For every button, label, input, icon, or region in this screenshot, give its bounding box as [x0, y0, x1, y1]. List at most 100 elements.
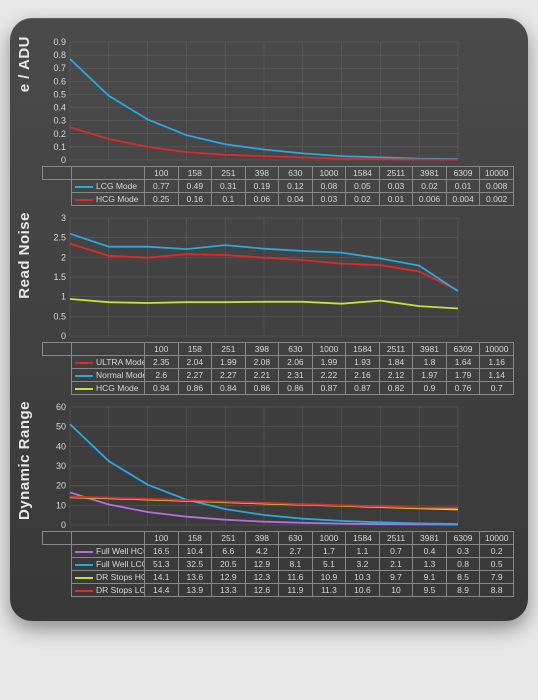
value-cell: 2.35 — [145, 356, 179, 369]
y-tick-label: 30 — [56, 461, 66, 471]
legend-swatch — [75, 551, 93, 553]
chart-panel: Dynamic Range 0102030405060 100158251398… — [16, 401, 514, 597]
legend-cell: Normal Mode — [72, 369, 145, 382]
category-cell: 1584 — [346, 167, 380, 180]
series-name: HCG Mode — [96, 383, 139, 393]
value-cell: 1.97 — [413, 369, 447, 382]
category-cell: 251 — [212, 167, 246, 180]
y-tick-label: 0.1 — [53, 142, 66, 152]
y-tick-label: 0.8 — [53, 50, 66, 60]
value-cell: 10.4 — [178, 545, 212, 558]
category-cell: 158 — [178, 343, 212, 356]
panel-title: e / ADU — [16, 36, 42, 112]
value-cell: 0.7 — [480, 382, 514, 395]
y-tick-label: 2.5 — [53, 233, 66, 243]
y-tick-label: 3 — [61, 213, 66, 223]
category-cell: 630 — [279, 167, 313, 180]
legend-swatch — [75, 577, 93, 579]
legend-cell: DR Stops LCG — [72, 584, 145, 597]
value-cell: 1.8 — [413, 356, 447, 369]
value-cell: 1.7 — [312, 545, 346, 558]
panel-title: Dynamic Range — [16, 401, 42, 540]
value-cell: 0.84 — [212, 382, 246, 395]
legend-swatch — [75, 590, 93, 592]
category-cell: 251 — [212, 343, 246, 356]
value-cell: 2.04 — [178, 356, 212, 369]
y-tick-label: 0.5 — [53, 89, 66, 99]
value-cell: 10.9 — [312, 571, 346, 584]
y-tick-label: 0.3 — [53, 116, 66, 126]
value-cell: 9.7 — [379, 571, 413, 584]
value-cell: 1.64 — [446, 356, 480, 369]
category-cell: 10000 — [480, 343, 514, 356]
category-cell: 398 — [245, 167, 279, 180]
value-cell: 0.12 — [279, 180, 313, 193]
value-cell: 8.9 — [446, 584, 480, 597]
series-name: LCG Mode — [96, 181, 137, 191]
value-cell: 1.93 — [346, 356, 380, 369]
legend-swatch — [75, 362, 93, 364]
value-cell: 9.1 — [413, 571, 447, 584]
table-row: HCG Mode0.250.160.10.060.040.030.020.010… — [43, 193, 514, 206]
value-cell: 8.1 — [279, 558, 313, 571]
value-cell: 12.9 — [245, 558, 279, 571]
value-cell: 1.84 — [379, 356, 413, 369]
category-cell: 6309 — [446, 343, 480, 356]
y-tick-label: 0 — [61, 520, 66, 530]
value-cell: 6.6 — [212, 545, 246, 558]
series-name: Full Well LCG — [96, 559, 145, 569]
value-cell: 0.03 — [379, 180, 413, 193]
chart-panel: Read Noise 00.511.522.53 100158251398630… — [16, 212, 514, 395]
category-cell: 2511 — [379, 167, 413, 180]
legend-cell: HCG Mode — [72, 193, 145, 206]
legend-swatch — [75, 199, 93, 201]
category-cell: 398 — [245, 343, 279, 356]
value-cell: 16.5 — [145, 545, 179, 558]
value-cell: 51.3 — [145, 558, 179, 571]
category-cell: 398 — [245, 532, 279, 545]
value-cell: 1.1 — [346, 545, 380, 558]
y-tick-label: 50 — [56, 422, 66, 432]
y-tick-label: 1 — [61, 292, 66, 302]
category-cell: 1000 — [312, 532, 346, 545]
category-cell: 3981 — [413, 532, 447, 545]
chart-column: 00.10.20.30.40.50.60.70.80.9 10015825139… — [42, 36, 514, 206]
value-cell: 0.49 — [178, 180, 212, 193]
value-cell: 0.94 — [145, 382, 179, 395]
value-cell: 11.9 — [279, 584, 313, 597]
category-cell: 6309 — [446, 532, 480, 545]
value-cell: 0.002 — [480, 193, 514, 206]
value-cell: 12.6 — [245, 584, 279, 597]
value-cell: 0.03 — [312, 193, 346, 206]
value-cell: 2.06 — [279, 356, 313, 369]
value-cell: 32.5 — [178, 558, 212, 571]
value-cell: 0.004 — [446, 193, 480, 206]
chart-column: 00.511.522.53 10015825139863010001584251… — [42, 212, 514, 395]
y-tick-label: 0 — [61, 155, 66, 165]
y-tick-label: 0.9 — [53, 37, 66, 47]
value-cell: 0.9 — [413, 382, 447, 395]
value-cell: 11.6 — [279, 571, 313, 584]
value-cell: 0.3 — [446, 545, 480, 558]
value-cell: 2.08 — [245, 356, 279, 369]
category-cell: 630 — [279, 532, 313, 545]
value-cell: 0.7 — [379, 545, 413, 558]
value-cell: 13.3 — [212, 584, 246, 597]
value-cell: 0.86 — [245, 382, 279, 395]
value-cell: 1.79 — [446, 369, 480, 382]
data-table: 1001582513986301000158425113981630910000… — [42, 531, 514, 597]
value-cell: 0.01 — [446, 180, 480, 193]
value-cell: 12.9 — [212, 571, 246, 584]
legend-cell: LCG Mode — [72, 180, 145, 193]
value-cell: 7.9 — [480, 571, 514, 584]
category-cell: 3981 — [413, 343, 447, 356]
y-tick-label: 0.6 — [53, 76, 66, 86]
legend-cell: HCG Mode — [72, 382, 145, 395]
series-name: DR Stops HCG — [96, 572, 145, 582]
value-cell: 8.8 — [480, 584, 514, 597]
table-row: DR Stops HCG14.113.612.912.311.610.910.3… — [43, 571, 514, 584]
line-chart: 00.511.522.53 — [42, 212, 462, 342]
value-cell: 0.006 — [413, 193, 447, 206]
value-cell: 0.1 — [212, 193, 246, 206]
value-cell: 0.25 — [145, 193, 179, 206]
